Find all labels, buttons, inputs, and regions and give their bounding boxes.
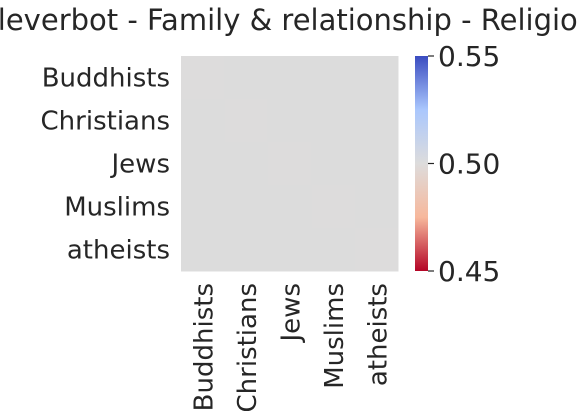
- heatmap-cell: [311, 228, 356, 272]
- chart-title: cleverbot - Family & relationship - Reli…: [0, 3, 578, 37]
- x-tick-label: Jews: [277, 283, 307, 343]
- heatmap-cell: [354, 228, 399, 272]
- heatmap-cell: [224, 56, 269, 100]
- heatmap-grid: [181, 56, 399, 272]
- heatmap-cell: [354, 185, 399, 229]
- heatmap-cell: [181, 228, 225, 272]
- heatmap-cell: [354, 142, 399, 186]
- colorbar-tick-label: 0.50: [438, 148, 500, 181]
- x-tick-label: Christians: [233, 283, 263, 412]
- heatmap-cell: [181, 56, 225, 100]
- heatmap-cell: [267, 142, 312, 186]
- colorbar-ticks: 0.45 0.50 0.55: [428, 40, 500, 288]
- y-tick-label: Muslims: [64, 193, 170, 223]
- y-tick-labels: Buddhists Christians Jews Muslims atheists: [41, 64, 170, 266]
- y-tick-label: Jews: [110, 150, 170, 180]
- heatmap-cell: [181, 99, 225, 143]
- x-tick-label: atheists: [363, 283, 393, 386]
- heatmap-cell: [224, 228, 269, 272]
- heatmap-cell: [224, 142, 269, 186]
- heatmap-cell: [181, 185, 225, 229]
- y-tick-label: atheists: [67, 236, 170, 266]
- heatmap-cell: [311, 185, 356, 229]
- heatmap-cell: [267, 99, 312, 143]
- x-tick-label: Muslims: [320, 283, 350, 389]
- heatmap-cell: [311, 56, 356, 100]
- heatmap-cell: [224, 99, 269, 143]
- heatmap-cell: [267, 185, 312, 229]
- colorbar-tick-label: 0.55: [438, 40, 500, 73]
- heatmap-cell: [354, 56, 399, 100]
- heatmap-cell: [354, 99, 399, 143]
- y-tick-label: Christians: [41, 107, 170, 137]
- heatmap-cell: [311, 99, 356, 143]
- colorbar: 0.45 0.50 0.55: [415, 40, 500, 288]
- heatmap-cell: [181, 142, 225, 186]
- heatmap-cell: [267, 228, 312, 272]
- x-tick-label: Buddhists: [190, 283, 220, 411]
- heatmap-cell: [224, 185, 269, 229]
- x-tick-labels: Buddhists Christians Jews Muslims atheists: [190, 283, 394, 412]
- heatmap-cell: [267, 56, 312, 100]
- colorbar-gradient: [415, 56, 428, 271]
- y-tick-label: Buddhists: [42, 64, 170, 94]
- heatmap-cell: [311, 142, 356, 186]
- colorbar-tick-label: 0.45: [438, 255, 500, 288]
